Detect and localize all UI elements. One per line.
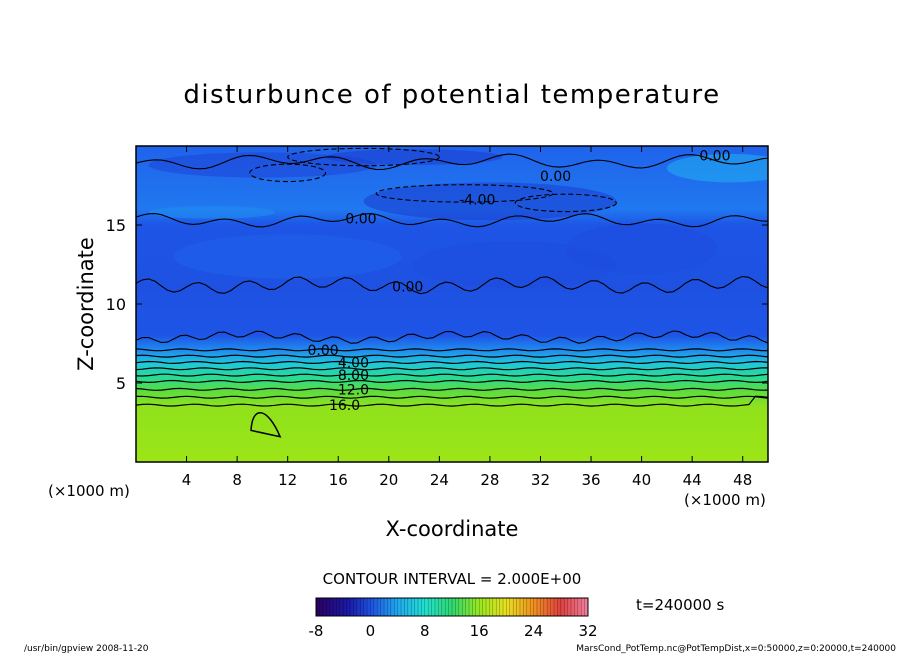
x-tick-label: 28 [480, 471, 499, 489]
contour-line [136, 354, 768, 358]
contour-label: 0.00 [345, 212, 376, 228]
contour-label: -4.00 [459, 193, 495, 209]
contour-line [136, 387, 768, 391]
field-patch [325, 149, 503, 165]
field-patch [148, 206, 276, 219]
footer-left: /usr/bin/gpview 2008-11-20 [24, 644, 149, 654]
contour-line [136, 330, 768, 344]
colorbar [315, 597, 589, 617]
x-axis-ticks: 4 8 12 16 20 24 28 32 36 40 44 48 [182, 146, 752, 489]
time-label: t=240000 s [636, 596, 724, 614]
contour-dashed [514, 193, 617, 213]
y-tick-label: 15 [106, 216, 126, 235]
contour-loop [250, 412, 282, 438]
x-tick-label: 24 [430, 471, 449, 489]
colorbar-tick-label: 32 [578, 622, 597, 640]
plot-area [136, 146, 768, 462]
x-tick-label: 32 [531, 471, 550, 489]
x-tick-label: 4 [182, 471, 192, 489]
contour-line [136, 395, 768, 407]
footer-right: MarsCond_PotTemp.nc@PotTempDist,x=0:5000… [576, 644, 896, 654]
x-axis-label: X-coordinate [386, 517, 519, 541]
y-tick-label: 5 [116, 374, 126, 393]
contour-line [136, 348, 768, 352]
contour-line [136, 213, 768, 228]
colorbar-tick-label: 16 [470, 622, 489, 640]
colorbar-ticks: -8 0 8 16 24 32 [309, 622, 598, 640]
x-tick-label: 20 [379, 471, 398, 489]
contour-line [136, 395, 768, 399]
contour-line [136, 360, 768, 365]
contour-label: 4.00 [338, 355, 369, 371]
contour-labels: 16.012.08.004.000.000.000.00-4.000.000.0… [307, 148, 730, 414]
contour-interval-label: CONTOUR INTERVAL = 2.000E+00 [323, 570, 582, 588]
colorbar-stripes [319, 598, 585, 616]
colorbar-tick-label: 24 [524, 622, 543, 640]
contour-dashed [249, 163, 327, 183]
contour-label: 8.00 [338, 368, 369, 384]
x-tick-label: 44 [683, 471, 702, 489]
contour-line [136, 275, 768, 295]
contour-label: 0.00 [307, 343, 338, 359]
contour-label: 12.0 [338, 382, 369, 398]
x-unit-left: (×1000 m) [48, 482, 130, 500]
colorbar-tick-label: -8 [309, 622, 324, 640]
x-tick-label: 48 [733, 471, 752, 489]
contour-line [136, 373, 768, 377]
colorbar-tick-label: 8 [420, 622, 430, 640]
field-patch [414, 240, 617, 289]
x-tick-label: 16 [329, 471, 348, 489]
contour-line [136, 379, 768, 384]
field-patches [148, 149, 768, 289]
contour-label: 16.0 [329, 398, 360, 414]
x-tick-label: 36 [581, 471, 600, 489]
colorbar-tick-label: 0 [366, 622, 376, 640]
contour-label: 0.00 [392, 280, 423, 296]
contour-label: 0.00 [540, 169, 571, 185]
contour-dashed [375, 184, 554, 203]
contour-dashed [287, 147, 440, 167]
y-axis-ticks: 5 10 15 [106, 216, 768, 393]
field-patch [565, 223, 718, 274]
contour-lines [136, 147, 768, 438]
x-tick-label: 40 [632, 471, 651, 489]
contour-line [136, 153, 768, 171]
contour-line [136, 367, 768, 371]
x-tick-label: 8 [232, 471, 242, 489]
x-unit-right: (×1000 m) [684, 491, 766, 509]
x-tick-label: 12 [278, 471, 297, 489]
chart-title: disturbunce of potential temperature [183, 80, 720, 110]
field-patch [666, 153, 768, 183]
y-axis-label: Z-coordinate [74, 237, 98, 371]
contour-label: 0.00 [699, 148, 730, 164]
field-patch [173, 234, 402, 279]
y-tick-label: 10 [106, 295, 126, 314]
